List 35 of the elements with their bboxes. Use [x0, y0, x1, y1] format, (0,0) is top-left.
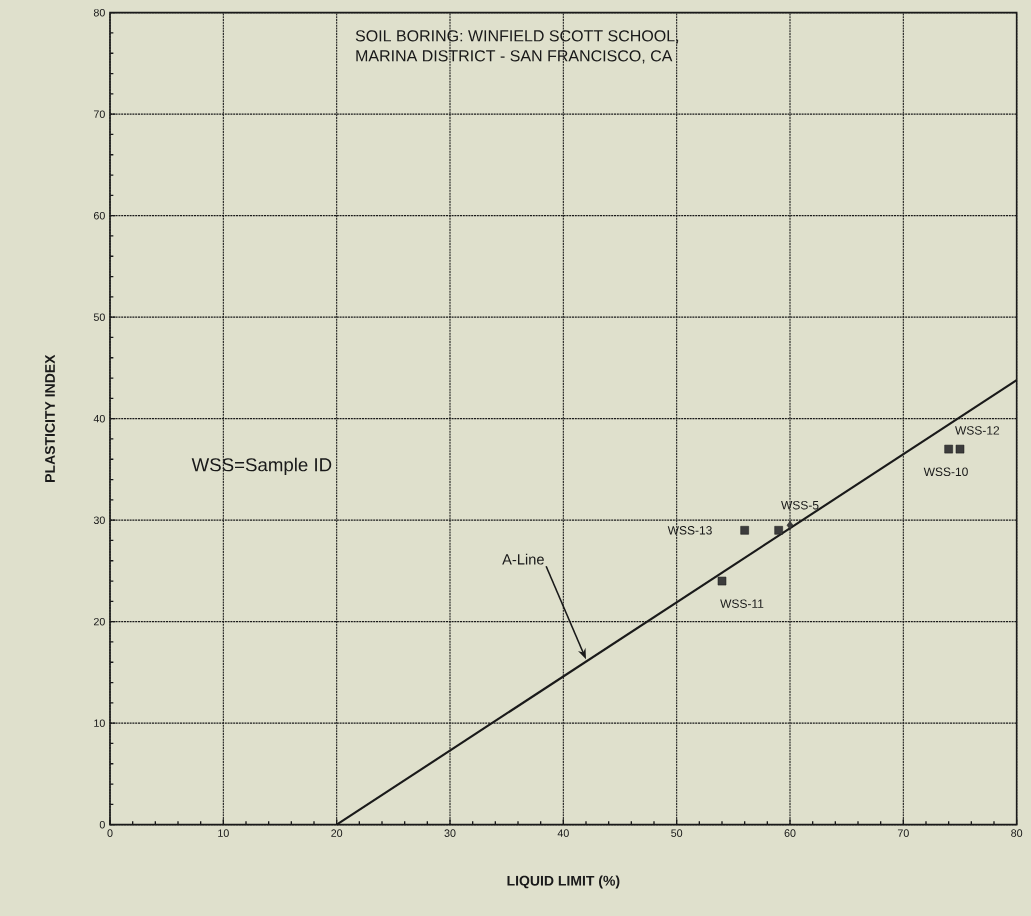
x-axis-title: LIQUID LIMIT (%) [507, 875, 620, 889]
x-tick-label: 50 [671, 829, 683, 837]
point [774, 526, 783, 535]
x-tick-label: 10 [218, 829, 229, 837]
annotation: WSS-5 [781, 500, 819, 510]
x-tick-label: 30 [444, 829, 456, 837]
annotation: WSS=Sample ID [191, 457, 332, 476]
y-tick-label: 10 [94, 719, 105, 727]
point [944, 444, 953, 454]
text: SOIL BORING: WINFIELD SCOTT SCHOOL, [355, 30, 679, 44]
point [740, 526, 749, 535]
x-tick-label: 20 [331, 829, 343, 837]
annotation: WSS-10 [923, 467, 968, 477]
annotation: WSS-13 [667, 526, 712, 535]
x-tick-label: 40 [557, 829, 569, 837]
annotation: A-Line [502, 553, 544, 565]
text: MARINA DISTRICT - SAN FRANCISCO, CA [356, 50, 673, 64]
y-tick-label: 0 [99, 820, 105, 829]
x-tick-label: 70 [897, 829, 909, 837]
x-tick-label: 0 [107, 829, 113, 837]
y-tick-label: 20 [93, 617, 105, 626]
y-tick-label: 70 [93, 110, 105, 118]
annotation: WSS-11 [720, 599, 764, 608]
y-tick-label: 40 [93, 414, 105, 423]
x-tick-label: 80 [1011, 829, 1023, 837]
point [786, 520, 794, 530]
y-tick-label: 80 [93, 8, 105, 17]
point [955, 444, 965, 454]
annotation: WSS-12 [955, 426, 1000, 435]
y-tick-label: 30 [93, 516, 105, 524]
point [717, 576, 727, 586]
y-tick-label: 50 [93, 313, 105, 321]
y-tick-label: 60 [93, 211, 105, 220]
x-tick-label: 60 [784, 829, 796, 837]
y-axis-title: PLASTICITY INDEX [45, 354, 55, 482]
